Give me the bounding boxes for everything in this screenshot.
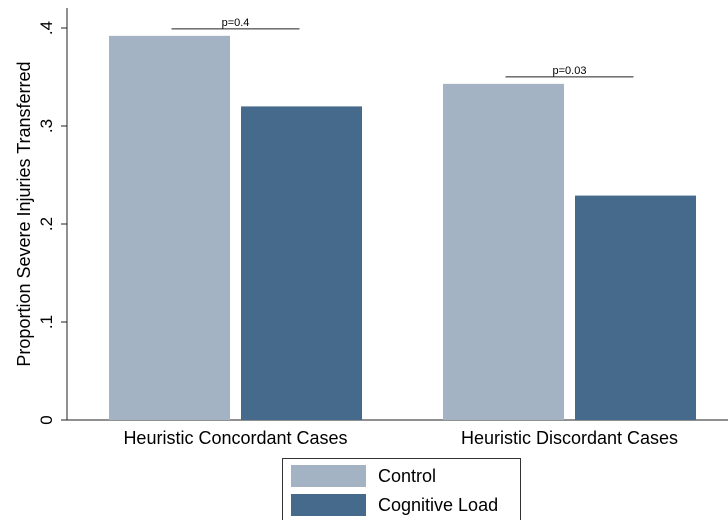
legend-swatch-control	[291, 465, 366, 487]
bars	[109, 35, 696, 421]
bar-cognitive-load-2	[575, 195, 696, 420]
y-tick-label: .1	[37, 315, 56, 329]
bar-control-2	[443, 83, 564, 421]
legend-swatch-cognitive-load	[291, 494, 366, 516]
y-ticks: 0 .1 .2 .3 .4	[37, 21, 67, 425]
legend-label-control: Control	[378, 465, 437, 486]
y-tick-label: .4	[37, 21, 56, 35]
category-label: Heuristic Concordant Cases	[123, 428, 347, 448]
y-tick-label: 0	[37, 415, 56, 424]
bar-cognitive-load-1	[241, 106, 362, 421]
legend-item-cognitive-load: Cognitive Load	[291, 494, 498, 516]
y-axis-title: Proportion Severe Injuries Transferred	[14, 61, 34, 366]
legend-label-cognitive-load: Cognitive Load	[378, 494, 499, 515]
p-value-label: p=0.4	[222, 17, 250, 29]
category-label: Heuristic Discordant Cases	[461, 428, 678, 448]
y-tick-label: .2	[37, 217, 56, 231]
significance-annotations: p=0.4 p=0.03	[171, 17, 634, 78]
bar-control-1	[109, 35, 230, 421]
category-labels: Heuristic Concordant Cases Heuristic Disc…	[123, 428, 678, 448]
legend: Control Cognitive Load	[282, 458, 521, 520]
y-tick-label: .3	[37, 119, 56, 133]
p-value-label: p=0.03	[553, 65, 587, 77]
legend-item-control: Control	[291, 465, 436, 487]
